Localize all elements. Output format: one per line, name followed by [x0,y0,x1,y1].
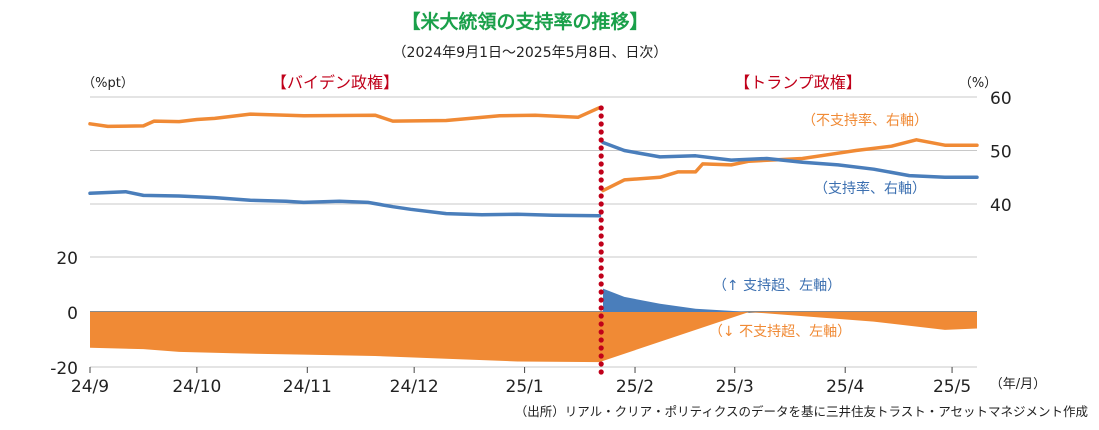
divider-dot-30 [598,345,604,351]
right-tick-label-0: 60 [990,89,1012,109]
line-series-0-seg-0 [88,105,602,129]
divider-dot-2 [598,121,604,127]
line-series-1-seg-0 [88,189,602,218]
divider-dot-18 [598,249,604,255]
divider-dot-5 [598,145,604,151]
divider-dot-6 [598,153,604,159]
right-tick-label-1: 50 [990,143,1012,163]
divider-dot-21 [598,273,604,279]
divider-dot-33 [598,369,604,375]
divider-dot-32 [598,361,604,367]
divider-dot-10 [598,185,604,191]
divider-dot-16 [598,233,604,239]
divider-dot-12 [598,201,604,207]
x-tick-label-3: 24/12 [390,377,439,397]
left-tick-label-0: 20 [56,249,78,269]
x-tick-label-5: 25/2 [616,377,654,397]
x-tick-label-0: 24/9 [71,377,109,397]
divider-dot-28 [598,329,604,335]
divider-dot-29 [598,337,604,343]
line-series-0-seg-1 [601,138,979,193]
x-tick-label-7: 25/4 [826,377,864,397]
x-tick-label-6: 25/3 [716,377,754,397]
period-label-biden: 【バイデン政権】 [271,73,399,92]
approval-lines [88,105,979,218]
x-tick-label-8: 25/5 [933,377,971,397]
divider-dot-7 [598,161,604,167]
series-label-approval: （支持率、右軸） [814,180,926,197]
series-label-disapproval: （不支持率、右軸） [802,112,928,129]
divider-dot-8 [598,169,604,175]
divider-dot-19 [598,257,604,263]
area-series-3 [90,312,977,363]
series-label-net-disapprove: （↓ 不支持超、左軸） [709,324,851,340]
x-tick-label-4: 25/1 [506,377,544,397]
divider-dot-22 [598,281,604,287]
divider-dot-4 [598,137,604,143]
divider-dot-9 [598,177,604,183]
divider-dot-15 [598,225,604,231]
divider-dot-13 [598,209,604,215]
divider-dot-20 [598,265,604,271]
axes: 20 0 -20 60 50 40 24/9 24/10 24/11 24/12 25/1 25/2 2… [50,89,1011,397]
left-axis-unit: （%pt） [82,76,134,91]
x-axis-unit: （年/月） [990,377,1046,392]
left-tick-label-1: 0 [67,304,78,324]
x-tick-label-1: 24/10 [172,377,221,397]
divider-dot-0 [598,105,604,111]
divider-dot-25 [598,305,604,311]
right-tick-label-2: 40 [990,196,1012,216]
divider-dot-3 [598,129,604,135]
divider-dot-27 [598,321,604,327]
divider-dot-23 [598,289,604,295]
net-approval-areas [90,288,977,363]
chart-title: 【米大統領の支持率の推移】 [401,10,648,33]
right-axis-unit: （%） [959,76,997,91]
chart-subtitle: （2024年9月1日～2025年5月8日、日次） [393,45,668,61]
series-label-net-approve: （↑ 支持超、左軸） [713,278,841,294]
administration-divider [598,105,604,375]
divider-dot-14 [598,217,604,223]
divider-dot-1 [598,113,604,119]
period-label-trump: 【トランプ政権】 [734,73,862,92]
divider-dot-31 [598,353,604,359]
divider-dot-24 [598,297,604,303]
left-tick-label-2: -20 [50,359,78,379]
source-note: （出所）リアル・クリア・ポリティクスのデータを基に三井住友トラスト・アセットマネ… [515,404,1088,419]
divider-dot-17 [598,241,604,247]
divider-dot-26 [598,313,604,319]
divider-dot-11 [598,193,604,199]
line-series-1-seg-1 [601,140,979,180]
area-series-2 [603,288,977,312]
x-tick-label-2: 24/11 [283,377,332,397]
